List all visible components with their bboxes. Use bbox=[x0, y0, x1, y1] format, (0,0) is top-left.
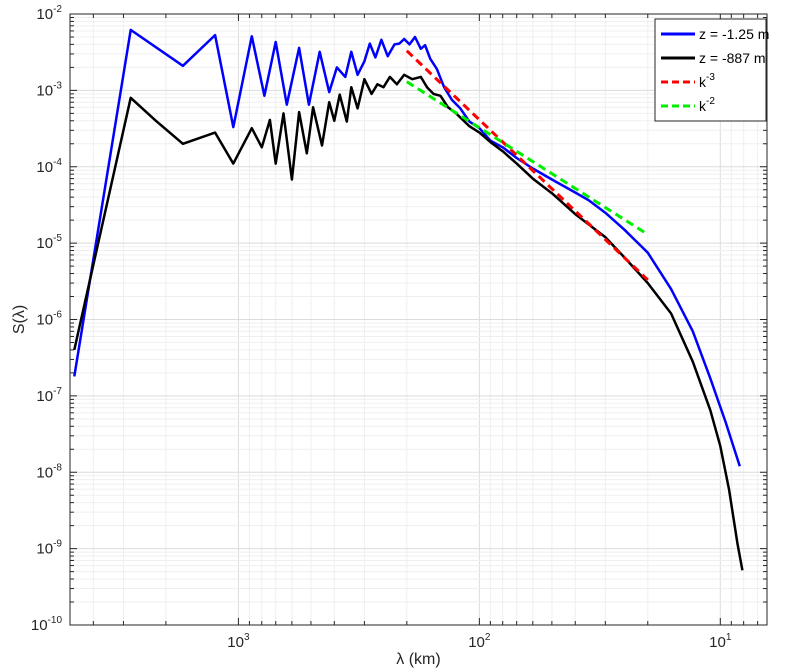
legend-label: z = -887 m bbox=[699, 50, 766, 66]
legend: z = -1.25 m z = -887 m k-3 k-2 bbox=[654, 18, 769, 122]
legend-box bbox=[654, 18, 767, 122]
x-tick-label: 101 bbox=[709, 632, 732, 651]
y-tick-label: 10-9 bbox=[36, 539, 62, 558]
tick-labels: 103 102 101 10-2 10-3 10-4 10-5 10-6 10-7 10-8 10-… bbox=[31, 4, 732, 651]
legend-label: k-2 bbox=[699, 96, 715, 114]
y-tick-label: 10-3 bbox=[36, 80, 62, 99]
y-axis-label: S(λ) bbox=[11, 305, 28, 334]
y-tick-label: 10-4 bbox=[36, 157, 62, 176]
legend-label: k-3 bbox=[699, 72, 715, 90]
series-lines bbox=[73, 28, 744, 571]
y-tick-label: 10-6 bbox=[36, 310, 62, 329]
x-tick-label: 102 bbox=[468, 632, 491, 651]
series-line-3 bbox=[405, 80, 649, 236]
y-tick-label: 10-10 bbox=[31, 615, 63, 634]
y-tick-label: 10-7 bbox=[36, 386, 62, 405]
series-line-2 bbox=[405, 49, 649, 281]
y-tick-label: 10-8 bbox=[36, 462, 62, 481]
x-axis-label: λ (km) bbox=[396, 651, 440, 668]
y-tick-label: 10-2 bbox=[36, 4, 62, 23]
x-tick-label: 103 bbox=[227, 632, 250, 651]
legend-label: z = -1.25 m bbox=[699, 26, 769, 42]
grid bbox=[69, 13, 767, 626]
y-tick-label: 10-5 bbox=[36, 233, 62, 252]
series-line-0 bbox=[73, 28, 741, 467]
